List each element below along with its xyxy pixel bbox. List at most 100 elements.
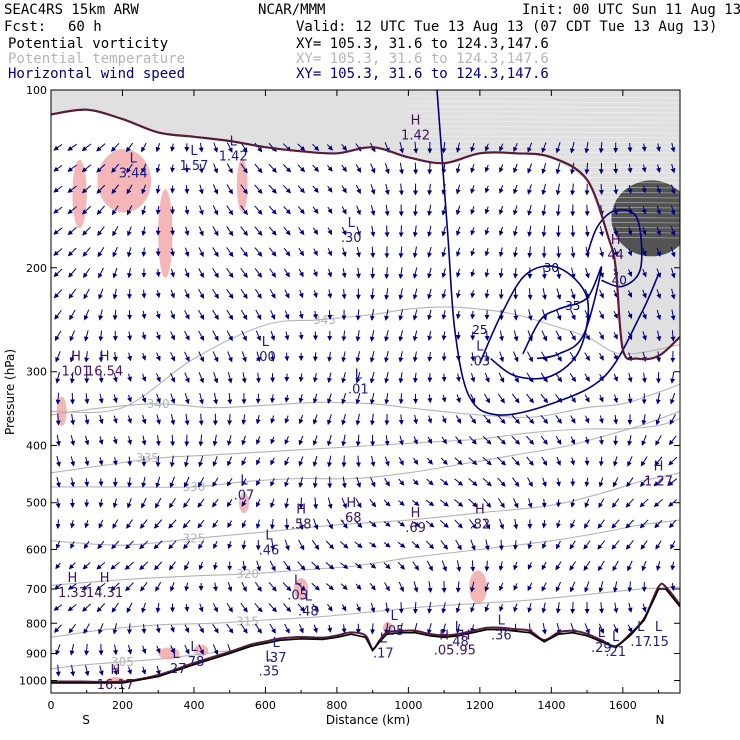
- extremum-value: 3.44: [119, 167, 148, 182]
- wind-arrow: [470, 290, 476, 299]
- wind-arrow: [555, 162, 561, 175]
- wind-arrow: [498, 561, 504, 572]
- wind-arrow: [127, 644, 133, 655]
- wind-arrow: [312, 372, 318, 383]
- wind-arrow: [454, 478, 464, 486]
- wind-arrow: [168, 498, 176, 509]
- wind-arrow: [412, 225, 418, 238]
- wind-arrow: [184, 413, 190, 426]
- wind-arrow: [482, 435, 492, 445]
- wind-arrow: [254, 602, 263, 613]
- wind-arrow: [384, 477, 390, 487]
- wind-arrow: [369, 350, 375, 363]
- wind-arrow: [183, 540, 191, 550]
- wind-arrow: [96, 205, 105, 215]
- wind-arrow: [327, 268, 333, 278]
- wind-arrow: [440, 478, 449, 486]
- wind-arrow: [227, 582, 233, 592]
- wind-arrow: [69, 330, 76, 342]
- wind-arrow: [170, 310, 175, 320]
- legend-pv-name: Potential vorticity: [8, 36, 169, 52]
- wind-arrow: [384, 435, 390, 447]
- wind-arrow: [184, 561, 190, 571]
- wind-arrow: [83, 330, 89, 342]
- wind-arrow: [613, 373, 618, 382]
- wind-arrow: [197, 519, 205, 529]
- wind-arrow: [226, 205, 234, 216]
- terrain: [51, 582, 680, 693]
- wind-arrow: [656, 561, 661, 571]
- wind-arrow: [369, 413, 375, 426]
- wind-arrow: [527, 246, 533, 259]
- wind-arrow: [639, 477, 649, 487]
- wind-arrow: [241, 414, 247, 425]
- wind-arrow: [327, 310, 333, 320]
- wind-arrow: [169, 455, 175, 468]
- wind-arrow: [484, 351, 490, 362]
- wind-arrow: [67, 206, 77, 214]
- wind-arrow: [268, 184, 277, 194]
- wind-arrow: [497, 393, 505, 404]
- model-name: SEAC4RS 15km ARW: [4, 2, 139, 18]
- wind-arrow: [585, 267, 590, 279]
- wind-arrow: [527, 540, 533, 550]
- wind-arrow: [170, 331, 175, 341]
- wind-arrow: [670, 561, 676, 571]
- wind-arrow: [441, 310, 447, 320]
- wind-arrow: [155, 602, 161, 613]
- center-name: NCAR/MMM: [258, 2, 326, 18]
- extremum-type: H: [71, 349, 81, 364]
- wind-arrow: [212, 226, 219, 237]
- wind-arrow: [369, 542, 377, 548]
- wind-arrow: [110, 142, 120, 152]
- extremum-value: .69: [405, 521, 426, 536]
- wind-arrow: [312, 603, 319, 612]
- wind-arrow: [369, 309, 375, 321]
- wind-arrow: [198, 163, 204, 174]
- wind-arrow: [627, 624, 633, 633]
- wind-arrow: [227, 372, 233, 384]
- wind-arrow: [327, 624, 333, 633]
- wind-arrow: [555, 204, 561, 217]
- wind-arrow: [270, 436, 276, 445]
- wind-arrow: [169, 476, 175, 489]
- wind-arrow: [141, 247, 147, 258]
- wind-arrow: [155, 645, 161, 654]
- wind-arrow: [111, 602, 119, 613]
- extremum-value: .21: [605, 645, 626, 660]
- wind-arrow: [541, 330, 548, 342]
- wind-arrow: [427, 225, 433, 237]
- wind-arrow: [83, 623, 90, 635]
- wind-arrow: [112, 309, 118, 321]
- wind-arrow: [427, 246, 432, 258]
- wind-arrow: [470, 185, 476, 194]
- wind-arrow: [212, 184, 219, 195]
- wind-arrow: [355, 498, 362, 509]
- x-tick-label: 200: [112, 699, 133, 712]
- wind-arrow: [384, 309, 390, 321]
- extremum-value: .68: [341, 511, 362, 526]
- wind-arrow: [341, 372, 347, 384]
- wind-arrow: [112, 623, 118, 635]
- wind-arrow: [441, 289, 447, 299]
- wind-arrow: [112, 436, 118, 445]
- wind-arrow: [226, 330, 233, 342]
- wind-arrow: [227, 413, 233, 426]
- wind-arrow: [641, 372, 647, 384]
- wind-arrow: [383, 542, 391, 548]
- wind-arrow: [212, 644, 219, 656]
- wind-arrow: [298, 247, 305, 257]
- wind-arrow: [641, 206, 647, 215]
- wind-arrow: [55, 477, 61, 488]
- wind-arrow: [627, 227, 633, 236]
- wind-arrow: [213, 562, 218, 571]
- wind-arrow: [184, 624, 190, 634]
- wind-arrow: [384, 204, 390, 217]
- wind-arrow: [527, 163, 533, 174]
- wind-arrow: [498, 539, 504, 551]
- wind-arrow: [170, 414, 176, 426]
- wind-arrow: [327, 227, 332, 236]
- theta-contour-340: [51, 383, 680, 418]
- wind-arrow: [284, 352, 290, 362]
- wind-arrow: [599, 602, 604, 614]
